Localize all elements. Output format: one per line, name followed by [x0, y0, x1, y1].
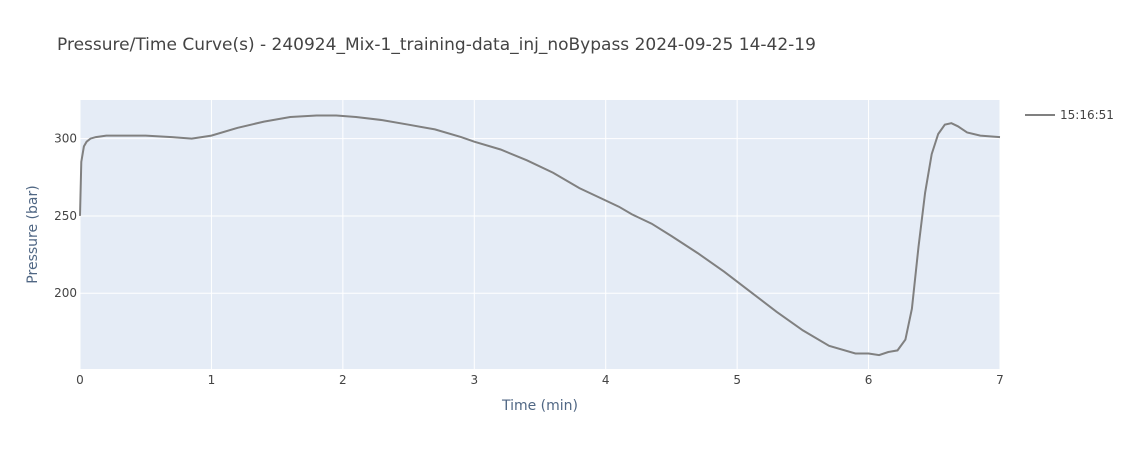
y-tick-label: 300 — [54, 132, 77, 146]
x-tick-label: 1 — [208, 373, 216, 387]
x-tick-label: 6 — [865, 373, 873, 387]
x-tick-label: 2 — [339, 373, 347, 387]
x-tick-label: 4 — [602, 373, 610, 387]
series-line-15-16-51[interactable] — [79, 114, 1001, 357]
x-tick-label: 0 — [76, 373, 84, 387]
x-axis-title: Time (min) — [501, 398, 578, 414]
legend[interactable]: 15:16:51 — [1025, 108, 1114, 122]
plot-area — [80, 100, 1000, 369]
legend-label: 15:16:51 — [1060, 108, 1114, 122]
x-tick-label: 5 — [733, 373, 741, 387]
grid-lines — [79, 100, 1001, 369]
x-tick-label: 3 — [470, 373, 478, 387]
axis-ticks: 0 1 2 3 4 5 6 7 200 250 300 — [54, 132, 1004, 387]
y-tick-label: 250 — [54, 209, 77, 223]
y-axis-title: Pressure (bar) — [25, 185, 41, 283]
chart-title: Pressure/Time Curve(s) - 240924_Mix-1_tr… — [57, 35, 816, 55]
x-tick-label: 7 — [996, 373, 1004, 387]
y-tick-label: 200 — [54, 286, 77, 300]
